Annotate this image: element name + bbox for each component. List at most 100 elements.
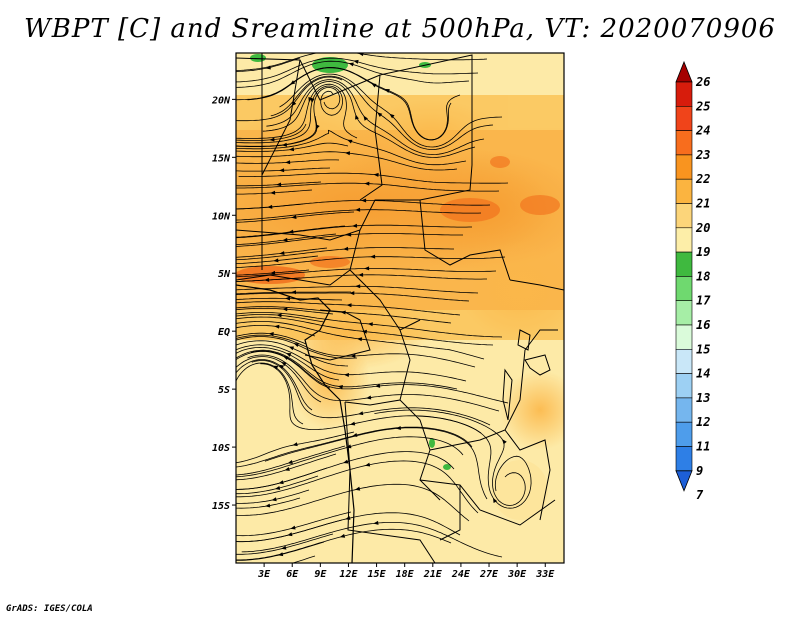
streamline xyxy=(236,200,491,210)
streamline-arrow xyxy=(285,296,291,301)
colorbar: 26 25 24 23 22 21 20 19 18 17 16 15 14 13 12 11 9 7 xyxy=(675,60,711,502)
lon-tick-label: 12E xyxy=(339,569,358,580)
streamline-arrow xyxy=(354,486,361,491)
streamline-arrow xyxy=(355,284,361,289)
lat-tick-label: 15N xyxy=(212,153,231,164)
streamline-arrow xyxy=(265,65,271,70)
lon-tick-label: 6E xyxy=(286,569,299,580)
streamline xyxy=(236,129,467,166)
lon-tick-label: 30E xyxy=(507,569,527,580)
colorbar-segment xyxy=(675,446,693,472)
streamline-arrow xyxy=(291,290,297,295)
streamline-arrow xyxy=(282,307,288,312)
colorbar-segment xyxy=(675,397,693,423)
colorbar-label: 20 xyxy=(695,221,710,235)
streamline-arrow xyxy=(288,229,294,234)
colorbar-segment xyxy=(675,203,693,229)
colorbar-segment xyxy=(675,421,693,447)
streamline xyxy=(250,350,509,404)
streamline-arrow xyxy=(361,329,367,334)
streamline xyxy=(374,409,526,506)
colorbar-label: 7 xyxy=(696,488,704,502)
lake-outlines xyxy=(502,329,551,421)
streamline-arrow xyxy=(339,533,346,538)
colorbar-label: 11 xyxy=(696,440,710,454)
streamline xyxy=(236,301,461,316)
streamline xyxy=(251,360,491,426)
colorbar-segment xyxy=(675,154,693,180)
streamline-arrow xyxy=(350,354,356,359)
streamline-arrow xyxy=(337,385,343,389)
streamline-arrow xyxy=(349,421,356,426)
streamline xyxy=(236,453,337,481)
streamline-arrow xyxy=(310,98,315,104)
streamline-arrow xyxy=(276,313,282,318)
streamline-arrow xyxy=(278,364,285,369)
lon-tick-label: 21E xyxy=(423,569,443,580)
colorbar-label: 18 xyxy=(696,269,710,283)
streamline-arrow xyxy=(288,346,295,351)
streamline xyxy=(236,307,334,315)
streamline-arrow xyxy=(346,232,352,237)
streamline-arrow xyxy=(290,525,296,530)
colorbar-label: 13 xyxy=(696,391,710,405)
map-panel xyxy=(236,53,564,563)
streamline-arrow xyxy=(274,485,281,490)
streamline-arrow xyxy=(264,277,270,282)
streamline xyxy=(236,431,355,464)
colorbar-segment xyxy=(675,300,693,326)
streamline-arrow xyxy=(270,270,276,275)
lon-tick-label: 24E xyxy=(451,569,471,580)
streamline-arrow xyxy=(347,139,353,144)
streamline-arrow xyxy=(286,353,292,357)
streamline xyxy=(236,291,351,295)
streamline xyxy=(236,224,472,239)
colorbar-label: 25 xyxy=(695,99,710,113)
streamline-arrow xyxy=(364,266,370,271)
streamline-arrow xyxy=(291,215,297,220)
streamline-arrow xyxy=(340,310,346,315)
streamline-arrow xyxy=(352,223,358,228)
lat-tick-label: EQ xyxy=(218,327,230,338)
streamline-arrow xyxy=(269,137,275,142)
streamline xyxy=(236,181,322,187)
lon-axis: 3E 6E 9E 12E 15E 18E 21E 24E 27E 30E 33E xyxy=(257,563,555,580)
colorbar-label: 21 xyxy=(695,197,710,211)
streamline xyxy=(236,83,358,139)
streamline-arrow xyxy=(293,343,299,347)
lon-tick-label: 18E xyxy=(396,569,415,580)
streamline-arrows xyxy=(264,53,507,557)
streamline xyxy=(236,332,307,345)
streamline-arrow xyxy=(364,462,371,467)
streamline-arrow xyxy=(272,365,279,370)
colorbar-label: 15 xyxy=(696,342,710,356)
streamline xyxy=(247,67,452,141)
colorbar-segment xyxy=(675,324,693,350)
streamline-arrow xyxy=(371,83,377,88)
streamline-arrow xyxy=(281,545,287,550)
streamline-arrow xyxy=(363,115,368,121)
streamline-arrow xyxy=(358,411,364,416)
streamline-arrow xyxy=(281,362,287,367)
streamline-arrow xyxy=(348,62,354,67)
colorbar-label: 16 xyxy=(696,318,710,332)
streamline xyxy=(236,460,479,514)
streamline-arrow xyxy=(271,497,277,502)
streamline xyxy=(236,268,497,278)
lon-tick-label: 15E xyxy=(368,569,387,580)
streamline-arrow xyxy=(273,258,279,263)
streamline xyxy=(236,350,331,389)
grads-credit: GrADS: IGES/COLA xyxy=(6,604,93,614)
streamline xyxy=(236,316,494,346)
lon-tick-label: 33E xyxy=(535,569,555,580)
colorbar-top-arrow xyxy=(675,60,693,83)
streamline-arrow xyxy=(373,172,379,177)
colorbar-segment xyxy=(675,276,693,301)
streamline xyxy=(247,354,500,412)
map-title: WBPT [C] and Sreamline at 500hPa, VT: 20… xyxy=(24,14,776,44)
streamline-arrow xyxy=(345,516,351,520)
streamline xyxy=(236,489,310,504)
streamline-arrow xyxy=(308,97,313,103)
colorbar-label: 24 xyxy=(695,124,710,138)
